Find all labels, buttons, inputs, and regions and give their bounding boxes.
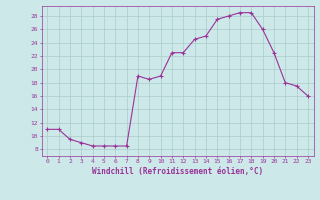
X-axis label: Windchill (Refroidissement éolien,°C): Windchill (Refroidissement éolien,°C) bbox=[92, 167, 263, 176]
